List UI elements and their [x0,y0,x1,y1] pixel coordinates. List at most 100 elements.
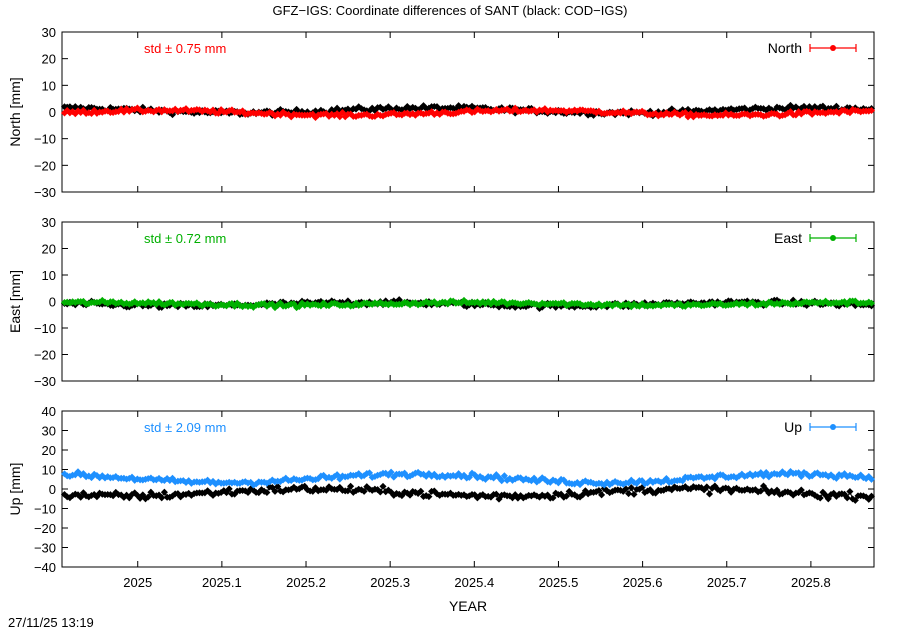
x-tick-label: 2025.3 [370,575,410,590]
y-tick-label: −30 [34,185,56,200]
data-point [158,494,166,502]
y-tick-label: 20 [42,52,56,67]
y-tick-label: 10 [42,268,56,283]
panel-east: 30 20 10 0 −10 −20 −30 East [mm] std ± 0.72 mm Ea… [7,215,876,389]
data-point [425,493,433,501]
data-point [757,487,765,495]
y-tick-label: −30 [34,374,56,389]
data-point [797,486,805,494]
y-tick-label: −20 [34,158,56,173]
data-point [498,477,506,485]
data-point [630,490,638,498]
data-point [549,494,557,502]
std-label: std ± 2.09 mm [144,420,226,435]
data-point [387,468,395,476]
timestamp: 27/11/25 13:19 [8,615,94,630]
y-tick-label: 20 [42,443,56,458]
legend: East [774,230,857,246]
data-point [263,488,271,497]
figure-title: GFZ−IGS: Coordinate differences of SANT … [273,3,628,18]
x-tick-label: 2025.7 [707,575,747,590]
data-point [762,468,770,477]
data-point [379,482,387,490]
y-tick-label: −40 [34,560,56,575]
y-tick-label: 30 [42,215,56,230]
data-point [360,487,368,495]
data-point [333,471,341,479]
panels: 30 20 10 0 −10 −20 −30 North [mm] std ± 0.75 mm N… [7,25,876,590]
data-point [627,484,635,492]
legend-label: Up [784,419,802,435]
y-tick-label: −20 [34,521,56,536]
data-point [846,487,854,496]
x-tick-label: 2025.2 [286,575,326,590]
data-point [77,493,85,501]
legend: North [768,40,857,56]
data-point [500,472,508,480]
data-point [705,490,714,498]
data-point [347,482,355,490]
series-north [60,104,876,122]
y-axis-label: East [mm] [7,270,23,333]
data-point [144,493,152,501]
data-point [274,482,282,491]
y-tick-label: −10 [34,321,56,336]
y-tick-label: −30 [34,541,56,556]
y-axis-label: North [mm] [7,77,23,146]
y-tick-label: −10 [34,502,56,517]
series-up [60,467,876,489]
std-label: std ± 0.75 mm [144,41,226,56]
y-tick-label: −10 [34,132,56,147]
data-point [867,492,876,500]
legend-marker [830,235,836,241]
legend-marker [830,424,836,430]
series-east [60,296,876,312]
y-axis-label: Up [mm] [7,463,23,516]
data-point [492,490,500,498]
y-tick-label: 10 [42,463,56,478]
legend-label: East [774,230,802,246]
data-point [562,492,571,500]
data-point [867,106,876,115]
data-point [851,496,859,504]
data-point [365,469,374,477]
data-point [344,487,352,495]
data-point [867,299,876,307]
x-tick-label: 2025.6 [623,575,663,590]
x-tick-label: 2025 [123,575,152,590]
data-point [225,485,233,493]
y-tick-label: 10 [42,78,56,93]
y-tick-label: −20 [34,348,56,363]
std-label: std ± 0.72 mm [144,231,226,246]
y-tick-label: 20 [42,242,56,257]
legend-marker [830,45,836,51]
x-tick-label: 2025.8 [791,575,831,590]
data-point [843,494,851,502]
y-tick-label: 30 [42,25,56,40]
x-tick-label: 2025.1 [202,575,242,590]
data-point [622,485,630,493]
y-tick-label: 30 [42,424,56,439]
x-tick-label: 2025.4 [454,575,494,590]
legend: Up [784,419,857,435]
x-axis-label: YEAR [449,598,487,614]
data-point [271,487,279,495]
data-point [816,494,824,502]
panel-up: 40 30 20 10 0 −10 −20 −30 −40 2025 2025.1 2025.2 202… [7,404,876,590]
y-tick-label: 0 [49,482,56,497]
data-point [703,483,711,491]
y-tick-label: 40 [42,404,56,419]
data-point [595,486,603,495]
series-reference [60,482,876,504]
data-point [832,102,840,110]
data-point [867,475,876,483]
y-tick-label: 0 [49,105,56,120]
data-point [625,490,633,498]
y-tick-label: 0 [49,295,56,310]
data-point [376,488,384,496]
data-point [598,491,606,499]
data-point [417,487,425,495]
panel-north: 30 20 10 0 −10 −20 −30 North [mm] std ± 0.75 mm N… [7,25,876,200]
x-tick-label: 2025.5 [539,575,579,590]
